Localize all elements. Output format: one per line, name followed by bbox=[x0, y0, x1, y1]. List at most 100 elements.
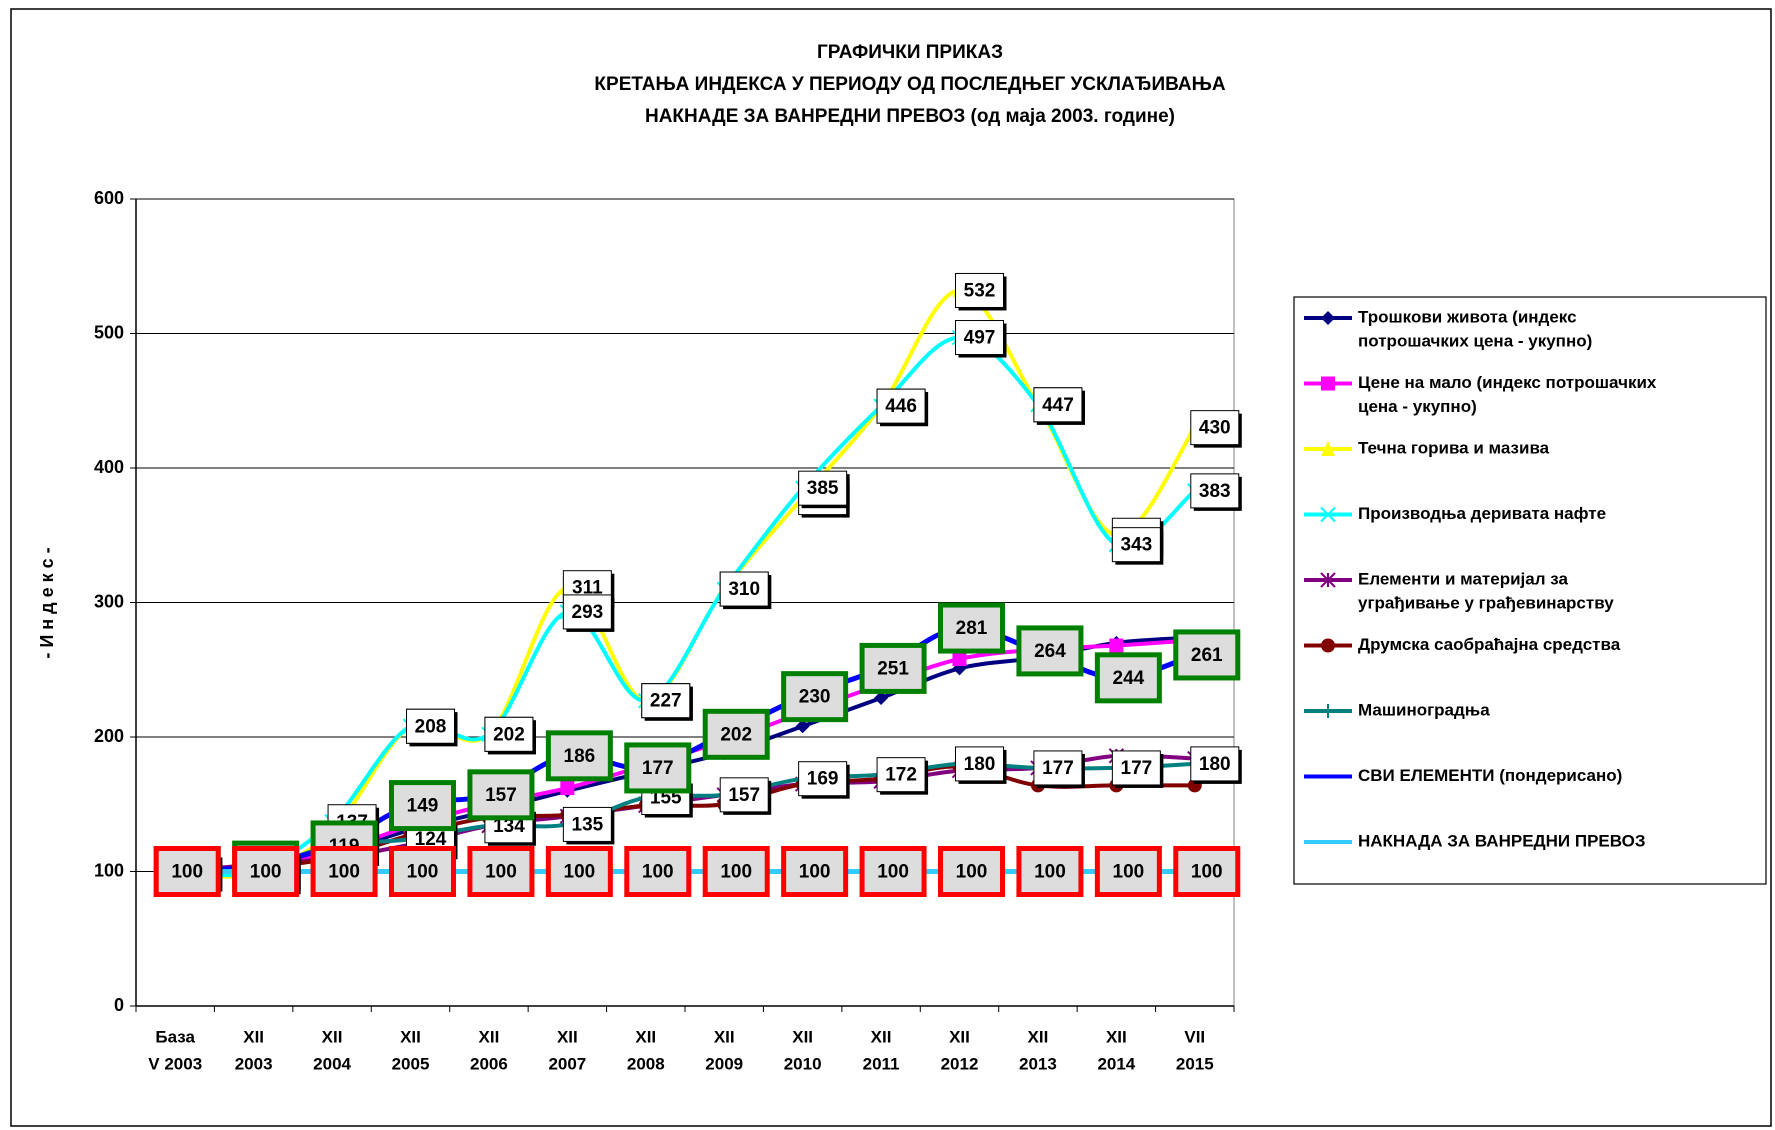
marker bbox=[1321, 311, 1335, 325]
data-label: 149 bbox=[407, 796, 439, 817]
x-tick-label: XII bbox=[557, 1027, 578, 1046]
x-tick-label: XII bbox=[243, 1027, 264, 1046]
data-label-box bbox=[859, 846, 927, 897]
data-label-box bbox=[467, 769, 535, 821]
data-label: 157 bbox=[485, 785, 517, 806]
data-label: 180 bbox=[1199, 754, 1231, 775]
legend-label: СВИ ЕЛЕМЕНТИ (пондерисано) bbox=[1358, 766, 1622, 785]
chart-title: КРЕТАЊА ИНДЕКСА У ПЕРИОДУ ОД ПОСЛЕДЊЕГ У… bbox=[594, 74, 1225, 95]
data-label: 177 bbox=[642, 758, 674, 779]
data-label: 100 bbox=[642, 862, 674, 883]
x-tick-label: VII bbox=[1184, 1027, 1205, 1046]
data-label: 177 bbox=[1042, 758, 1074, 779]
x-tick-label: XII bbox=[1028, 1027, 1049, 1046]
y-tick-label: 100 bbox=[94, 860, 124, 880]
legend-label: цена - укупно) bbox=[1358, 397, 1477, 416]
data-label-box bbox=[310, 846, 378, 897]
data-label: 310 bbox=[728, 579, 760, 600]
chart-title: ГРАФИЧКИ ПРИКАЗ bbox=[817, 42, 1003, 63]
data-label: 172 bbox=[885, 765, 917, 786]
data-label: 261 bbox=[1191, 645, 1223, 666]
data-label: 208 bbox=[415, 716, 447, 737]
data-label: 311 bbox=[572, 578, 603, 599]
data-label-box bbox=[702, 708, 770, 760]
data-label-box bbox=[153, 846, 221, 897]
data-label-box bbox=[1173, 629, 1241, 681]
legend-box bbox=[1293, 296, 1767, 885]
y-tick-label: 400 bbox=[94, 457, 124, 477]
marker bbox=[952, 651, 967, 666]
data-label-box bbox=[406, 708, 455, 744]
data-label: 124 bbox=[415, 829, 447, 850]
x-tick-label: 2014 bbox=[1097, 1054, 1135, 1073]
x-tick-label: 2007 bbox=[548, 1054, 586, 1073]
data-label: 100 bbox=[328, 862, 360, 883]
y-axis-label: - И н д е к с - bbox=[37, 547, 57, 658]
data-label-box bbox=[562, 594, 612, 630]
data-label: 177 bbox=[1121, 758, 1153, 779]
x-tick-label: 2010 bbox=[784, 1054, 822, 1073]
y-tick-label: 200 bbox=[94, 726, 124, 746]
data-label-box bbox=[389, 846, 456, 897]
legend-label: Елементи и материјал за bbox=[1358, 569, 1568, 588]
data-label-box bbox=[955, 746, 1004, 782]
data-label-box bbox=[1016, 625, 1084, 677]
data-label: 100 bbox=[720, 862, 752, 883]
data-label-box bbox=[798, 470, 848, 506]
data-label: 446 bbox=[885, 396, 917, 417]
data-label-box bbox=[467, 846, 535, 897]
data-label-box bbox=[938, 602, 1005, 654]
marker bbox=[560, 781, 575, 796]
legend-label: Друмска саобраћајна средства bbox=[1358, 635, 1621, 654]
x-tick-label: XII bbox=[400, 1027, 421, 1046]
x-tick-label: 2008 bbox=[627, 1054, 665, 1073]
data-label-box bbox=[1094, 652, 1162, 704]
data-label: 169 bbox=[807, 769, 839, 790]
x-tick-label: 2013 bbox=[1019, 1054, 1057, 1073]
data-label-box bbox=[702, 846, 770, 897]
data-label-box bbox=[1190, 473, 1240, 509]
data-label: 100 bbox=[171, 862, 203, 883]
data-label: 180 bbox=[964, 754, 996, 775]
marker bbox=[1321, 376, 1335, 391]
legend-label: Трошкови живота (индекс bbox=[1358, 307, 1577, 326]
data-label: 100 bbox=[877, 862, 909, 883]
x-tick-label: 2003 bbox=[235, 1054, 273, 1073]
x-tick-label: 2012 bbox=[941, 1054, 979, 1073]
data-label: 202 bbox=[493, 724, 525, 745]
y-tick-label: 500 bbox=[94, 322, 124, 342]
data-label-box bbox=[389, 780, 456, 832]
data-label: 532 bbox=[964, 280, 996, 301]
data-label: 134 bbox=[493, 816, 525, 837]
data-label: 100 bbox=[799, 862, 831, 883]
data-label-box bbox=[1033, 387, 1083, 423]
data-label: 385 bbox=[807, 478, 839, 499]
marker bbox=[795, 719, 810, 734]
data-label: 244 bbox=[1113, 668, 1145, 689]
legend-label: Машиноградња bbox=[1358, 700, 1490, 719]
chart-title: НАКНАДЕ ЗА ВАНРЕДНИ ПРЕВОЗ (од маја 2003… bbox=[645, 106, 1175, 127]
data-label: 100 bbox=[407, 862, 439, 883]
legend-label: уграђивање у грађевинарству bbox=[1358, 593, 1614, 612]
x-tick-label: XII bbox=[949, 1027, 970, 1046]
data-label-box bbox=[719, 571, 769, 607]
data-label: 227 bbox=[650, 691, 682, 712]
data-label: 230 bbox=[799, 687, 831, 708]
data-label-box bbox=[955, 272, 1004, 308]
marker bbox=[1320, 572, 1336, 588]
marker bbox=[1109, 638, 1124, 653]
x-tick-label: 2004 bbox=[313, 1054, 351, 1073]
x-tick-label: 2005 bbox=[392, 1054, 430, 1073]
data-label-box bbox=[1033, 750, 1083, 786]
data-label: 100 bbox=[564, 862, 596, 883]
legend-label: НАКНАДА ЗА ВАНРЕДНИ ПРЕВОЗ bbox=[1358, 831, 1646, 850]
data-label: 100 bbox=[485, 862, 517, 883]
legend-label: Течна горива и мазива bbox=[1358, 438, 1550, 457]
data-label: 251 bbox=[877, 658, 909, 679]
y-tick-label: 0 bbox=[114, 995, 124, 1015]
data-label-box bbox=[781, 671, 849, 723]
data-label: 497 bbox=[964, 328, 996, 349]
legend-label: потрошачких цена - укупно) bbox=[1358, 331, 1592, 350]
data-label: 100 bbox=[1191, 862, 1223, 883]
